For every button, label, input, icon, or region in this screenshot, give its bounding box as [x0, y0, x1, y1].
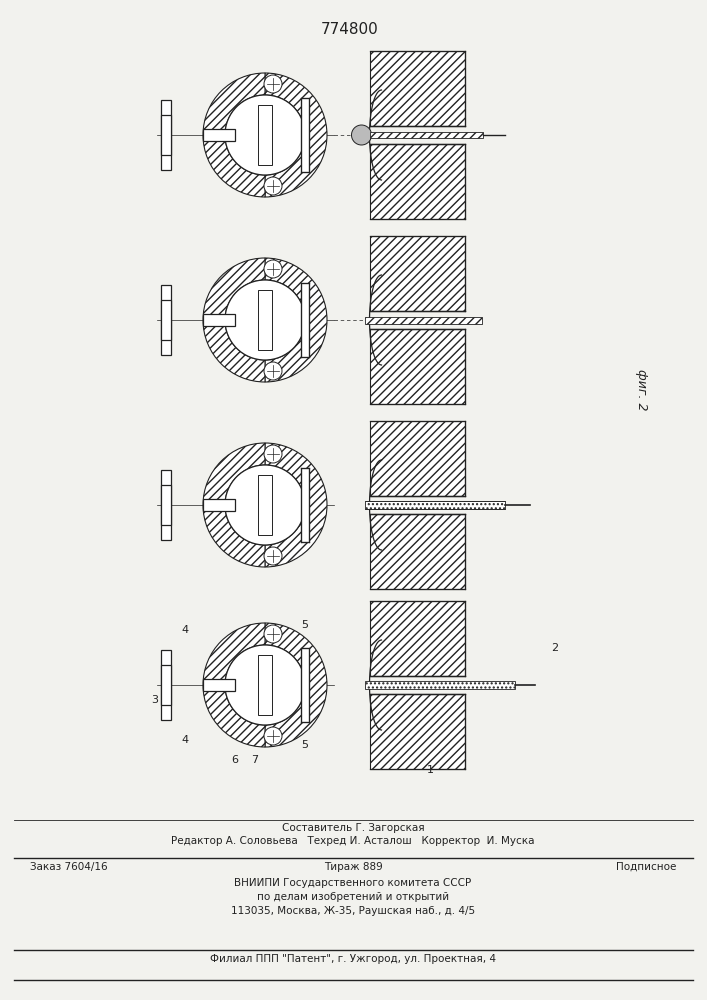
Wedge shape: [203, 73, 265, 197]
Bar: [370, 601, 464, 676]
Bar: [301, 468, 309, 542]
Circle shape: [264, 547, 282, 565]
Bar: [365, 501, 505, 509]
Bar: [365, 681, 515, 689]
Bar: [370, 236, 464, 311]
Text: по делам изобретений и открытий: по делам изобретений и открытий: [257, 892, 449, 902]
Wedge shape: [203, 443, 265, 567]
Text: 6: 6: [231, 755, 238, 765]
Text: Составитель Г. Загорская: Составитель Г. Загорская: [281, 823, 424, 833]
Bar: [370, 51, 464, 126]
Bar: [203, 314, 235, 326]
Circle shape: [351, 125, 371, 145]
Bar: [161, 285, 171, 355]
Text: 2: 2: [551, 643, 559, 653]
Text: Тираж 889: Тираж 889: [324, 862, 382, 872]
Circle shape: [264, 362, 282, 380]
Circle shape: [225, 645, 305, 725]
Bar: [370, 514, 464, 589]
Bar: [161, 470, 171, 540]
Circle shape: [264, 75, 282, 93]
Text: 5: 5: [301, 620, 308, 630]
Wedge shape: [265, 73, 327, 197]
Bar: [161, 485, 171, 525]
Wedge shape: [265, 623, 327, 747]
Bar: [370, 329, 464, 404]
Bar: [161, 300, 171, 340]
Bar: [370, 144, 464, 219]
Text: 113035, Москва, Ж-35, Раушская наб., д. 4/5: 113035, Москва, Ж-35, Раушская наб., д. …: [231, 906, 475, 916]
Text: фиг. 2: фиг. 2: [635, 369, 648, 411]
Bar: [370, 694, 464, 769]
Bar: [258, 105, 272, 165]
Bar: [161, 115, 171, 155]
Circle shape: [264, 260, 282, 278]
Bar: [203, 129, 235, 141]
Wedge shape: [203, 623, 265, 747]
Bar: [370, 421, 464, 496]
Wedge shape: [265, 443, 327, 567]
Circle shape: [225, 95, 305, 175]
Circle shape: [264, 727, 282, 745]
Circle shape: [264, 445, 282, 463]
Bar: [203, 499, 235, 511]
Text: ВНИИПИ Государственного комитета СССР: ВНИИПИ Государственного комитета СССР: [235, 878, 472, 888]
Bar: [365, 316, 481, 324]
Bar: [301, 98, 309, 172]
Text: Редактор А. Соловьева   Техред И. Асталош   Корректор  И. Муска: Редактор А. Соловьева Техред И. Асталош …: [171, 836, 534, 846]
Text: 4: 4: [182, 625, 189, 635]
Bar: [161, 665, 171, 705]
Bar: [258, 475, 272, 535]
Text: Заказ 7604/16: Заказ 7604/16: [30, 862, 107, 872]
Text: 774800: 774800: [321, 22, 379, 37]
Text: Филиал ППП "Патент", г. Ужгород, ул. Проектная, 4: Филиал ППП "Патент", г. Ужгород, ул. Про…: [210, 954, 496, 964]
Bar: [258, 655, 272, 715]
Circle shape: [264, 177, 282, 195]
Text: 1: 1: [426, 765, 433, 775]
Text: 7: 7: [252, 755, 259, 765]
Bar: [203, 679, 235, 691]
Wedge shape: [265, 258, 327, 382]
Circle shape: [264, 625, 282, 643]
Bar: [301, 283, 309, 357]
Text: 4: 4: [182, 735, 189, 745]
Bar: [370, 132, 482, 138]
Bar: [301, 648, 309, 722]
Text: Подписное: Подписное: [616, 862, 676, 872]
Wedge shape: [203, 258, 265, 382]
Bar: [161, 650, 171, 720]
Text: 5: 5: [301, 740, 308, 750]
Text: 3: 3: [151, 695, 158, 705]
Circle shape: [225, 465, 305, 545]
Circle shape: [225, 280, 305, 360]
Bar: [161, 100, 171, 170]
Bar: [258, 290, 272, 350]
